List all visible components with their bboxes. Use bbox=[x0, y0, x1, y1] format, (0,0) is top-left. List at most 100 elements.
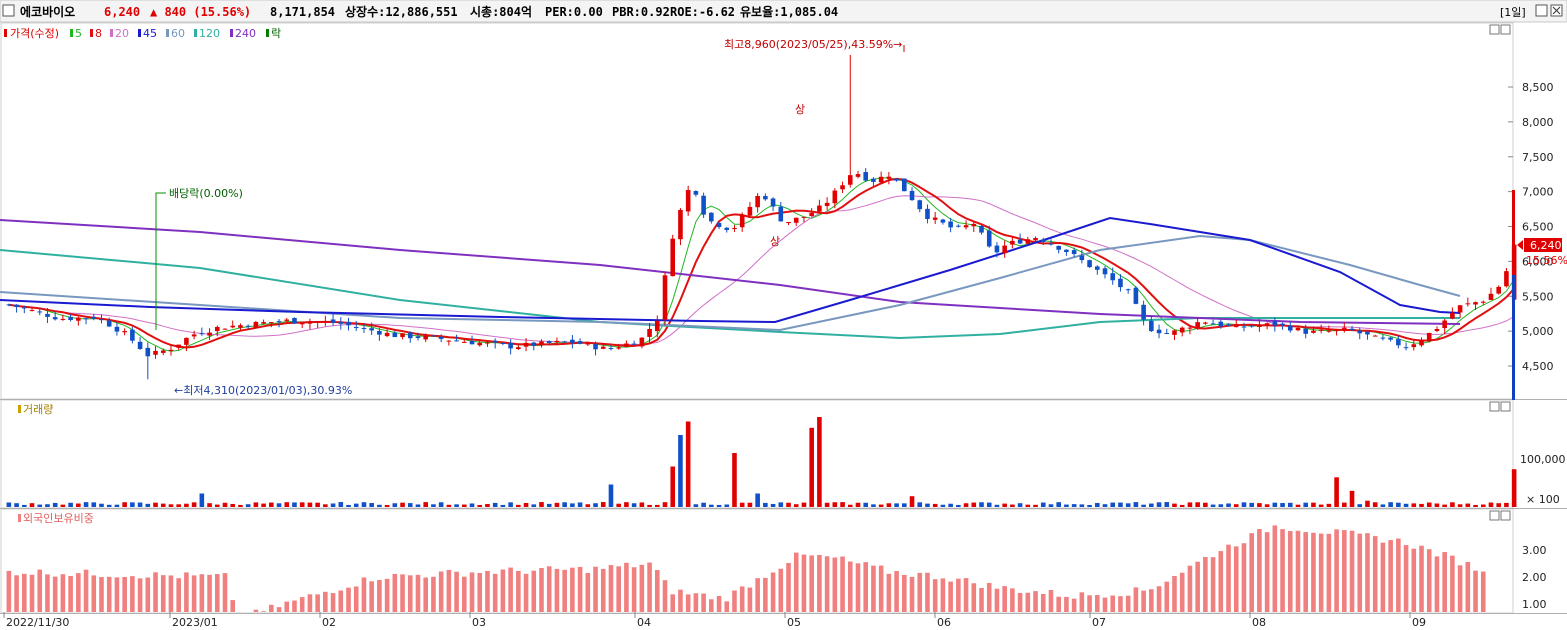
current-price: 6,240 bbox=[104, 5, 140, 19]
volume-bar bbox=[570, 503, 575, 507]
candle-body bbox=[284, 319, 290, 321]
candle-body bbox=[516, 347, 521, 349]
volume-bar bbox=[14, 503, 19, 507]
foreign-bar bbox=[160, 575, 166, 612]
foreign-bar bbox=[438, 571, 444, 612]
volume-bar bbox=[1442, 504, 1447, 507]
candle-body bbox=[724, 227, 730, 230]
foreign-bar bbox=[431, 576, 436, 612]
price-tick-7500: 7,500 bbox=[1522, 151, 1554, 164]
volume-bar bbox=[1326, 503, 1332, 507]
foreign-bar bbox=[1365, 533, 1370, 612]
candle-body bbox=[593, 343, 598, 350]
date-label-9: 09 bbox=[1412, 616, 1426, 629]
volume-bar bbox=[1164, 502, 1170, 507]
candle-body bbox=[1419, 339, 1424, 346]
candle-body bbox=[377, 330, 382, 335]
foreign-bar bbox=[1465, 561, 1471, 612]
candle-body bbox=[29, 310, 35, 312]
candle-body bbox=[585, 343, 591, 345]
candle-body bbox=[1210, 323, 1216, 325]
foreign-bar bbox=[1318, 533, 1324, 612]
candle-body bbox=[855, 174, 861, 177]
volume-bar bbox=[932, 503, 938, 507]
foreign-bar bbox=[1071, 598, 1077, 612]
foreign-bar bbox=[1396, 538, 1401, 612]
volume-bar bbox=[925, 503, 930, 507]
foreign-bar bbox=[801, 554, 807, 612]
volume-bar bbox=[1257, 503, 1262, 507]
foreign-bar bbox=[747, 587, 753, 612]
foreign-bar bbox=[21, 573, 27, 612]
candle-body bbox=[1264, 323, 1270, 325]
stock-name: 에코바이오 bbox=[20, 4, 75, 19]
foreign-bar bbox=[1357, 533, 1363, 612]
date-label-5: 05 bbox=[787, 616, 801, 629]
volume-bar bbox=[1033, 504, 1038, 507]
foreign-bar bbox=[1380, 542, 1386, 612]
foreign-bar bbox=[840, 556, 845, 612]
period-selector[interactable]: [1일] bbox=[1500, 5, 1526, 19]
foreign-bar bbox=[168, 575, 174, 612]
candle-body bbox=[130, 329, 135, 341]
checkbox[interactable] bbox=[2, 4, 15, 17]
foreign-bar bbox=[1411, 548, 1417, 612]
candle-body bbox=[76, 317, 81, 321]
foreign-bar bbox=[415, 574, 421, 612]
volume-bar bbox=[1411, 503, 1417, 507]
candle-body bbox=[1496, 286, 1502, 294]
volume-bar bbox=[1187, 502, 1193, 507]
candle-body bbox=[956, 225, 961, 227]
volume-bar bbox=[685, 421, 691, 507]
foreign-bar bbox=[577, 566, 583, 612]
candle-body bbox=[1434, 328, 1440, 332]
volume-bars bbox=[6, 417, 1517, 507]
volume-bar bbox=[562, 502, 567, 507]
candle-body bbox=[299, 323, 305, 325]
candle-body bbox=[1411, 344, 1417, 348]
volume-bar bbox=[407, 503, 413, 507]
foreign-bar bbox=[1280, 529, 1285, 612]
volume-bar bbox=[323, 504, 328, 507]
legend-ma-5: 5 bbox=[75, 27, 82, 40]
volume-bar bbox=[400, 502, 405, 507]
candle-body bbox=[1218, 321, 1224, 327]
foreign-bar bbox=[299, 597, 305, 612]
price-tick-6500: 6,500 bbox=[1522, 221, 1554, 234]
volume-bar bbox=[369, 503, 374, 507]
foreign-bar bbox=[500, 569, 506, 612]
foreign-bar bbox=[940, 578, 946, 612]
volume-bar bbox=[1149, 503, 1154, 507]
candle-body bbox=[1033, 238, 1038, 241]
foreign-bar bbox=[600, 568, 606, 612]
volume-bar bbox=[1357, 504, 1363, 507]
volume-bar bbox=[454, 504, 459, 507]
panel-buttons[interactable] bbox=[1489, 24, 1511, 521]
candle-body bbox=[1311, 330, 1316, 333]
maximize-button[interactable] bbox=[1535, 4, 1548, 17]
candle-body bbox=[1125, 289, 1131, 291]
candle-body bbox=[454, 340, 459, 342]
volume-bar bbox=[755, 493, 760, 507]
candle-body bbox=[353, 327, 359, 329]
volume-bar bbox=[917, 502, 923, 507]
candle-body bbox=[1025, 239, 1031, 244]
volume-bar bbox=[778, 502, 784, 507]
dividend-label: 배당락(0.00%) bbox=[169, 187, 243, 200]
candle-body bbox=[477, 342, 483, 346]
volume-panel-frame bbox=[0, 399, 1514, 509]
volume-bar bbox=[809, 427, 814, 507]
candle-body bbox=[1149, 320, 1154, 332]
candle-body bbox=[485, 342, 490, 344]
foreign-bar bbox=[909, 576, 915, 612]
volume-bar bbox=[847, 504, 853, 507]
candle-body bbox=[245, 325, 251, 327]
candle-body bbox=[1071, 250, 1077, 255]
candle-body bbox=[1396, 339, 1401, 346]
volume-bar bbox=[122, 502, 127, 507]
foreign-bar bbox=[392, 573, 398, 612]
foreign-bar bbox=[639, 564, 645, 612]
volume-bar bbox=[1056, 502, 1061, 507]
foreign-bar bbox=[153, 572, 158, 612]
foreign-bar bbox=[261, 611, 266, 612]
